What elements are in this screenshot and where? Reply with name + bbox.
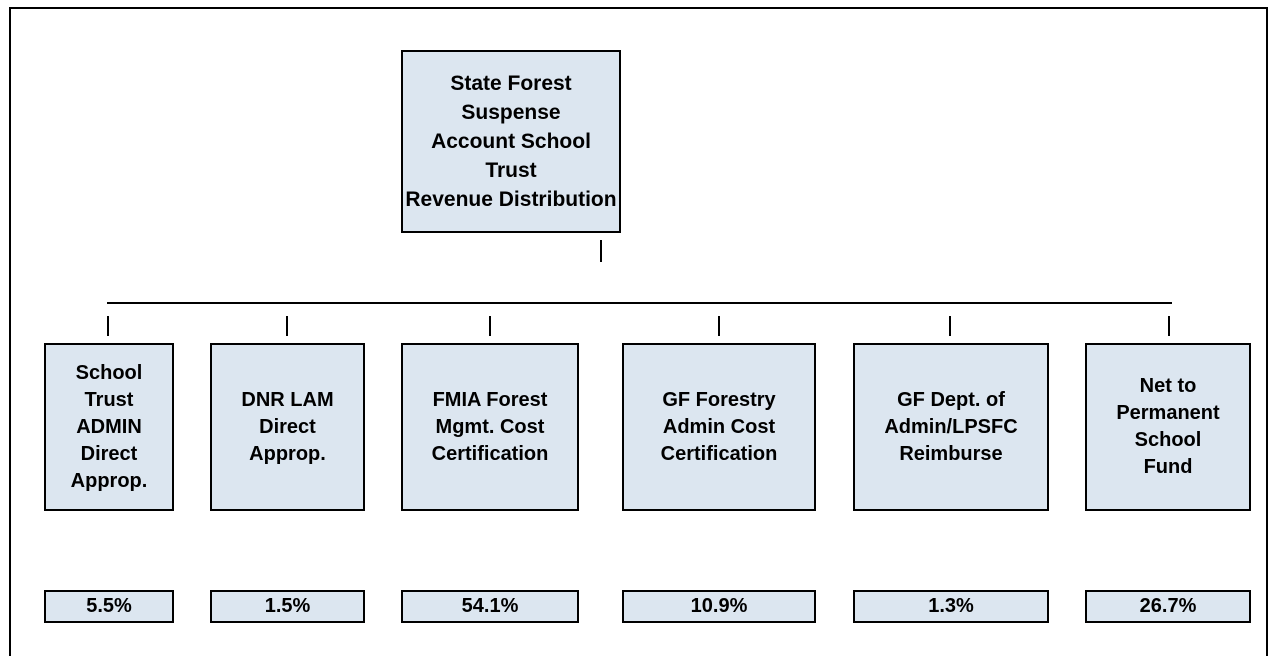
share-value: 1.5% xyxy=(264,595,311,617)
share-value: 54.1% xyxy=(461,595,519,617)
node-label: School xyxy=(75,361,143,384)
node-label: DNR LAM xyxy=(241,388,334,411)
node-label: Direct xyxy=(80,442,138,465)
root-label: Revenue Distribution xyxy=(405,188,617,211)
node: DNR LAM Direct Approp. xyxy=(210,343,365,511)
node-label: Admin Cost xyxy=(662,415,776,438)
node-label: Mgmt. Cost xyxy=(435,415,545,438)
node-label: Certification xyxy=(660,442,778,465)
share-box: 54.1% xyxy=(401,590,579,623)
node-label: Approp. xyxy=(249,442,326,465)
node: GF Dept. of Admin/LPSFC Reimburse xyxy=(853,343,1049,511)
share-box: 1.3% xyxy=(853,590,1049,623)
node: FMIA Forest Mgmt. Cost Certification xyxy=(401,343,579,511)
share-value: 1.3% xyxy=(928,595,974,617)
node-label: Admin/LPSFC xyxy=(884,415,1018,438)
node-label: GF Dept. of xyxy=(897,388,1005,411)
root-node: State Forest Suspense Account School Trus… xyxy=(401,50,621,233)
node-label: FMIA Forest xyxy=(432,388,548,411)
node-label: Certification xyxy=(431,442,549,465)
node-label: Net to xyxy=(1139,375,1197,397)
root-label: State Forest Suspense xyxy=(450,72,572,124)
share-box: 10.9% xyxy=(622,590,816,623)
node-label: School xyxy=(1134,429,1202,451)
frame xyxy=(9,7,1268,656)
share-box: 26.7% xyxy=(1085,590,1251,623)
node-label: GF Forestry xyxy=(662,388,776,411)
node-label: Direct xyxy=(259,415,316,438)
node: GF Forestry Admin Cost Certification xyxy=(622,343,816,511)
node: School Trust ADMIN Direct Approp. xyxy=(44,343,174,511)
share-box: 5.5% xyxy=(44,590,174,623)
share-box: 1.5% xyxy=(210,590,365,623)
node-label: Permanent xyxy=(1116,402,1220,424)
share-value: 26.7% xyxy=(1139,595,1197,617)
node-label: Fund xyxy=(1143,456,1193,478)
node-label: ADMIN xyxy=(76,415,142,438)
root-label: Account School Trust xyxy=(431,130,591,182)
node-label: Trust xyxy=(84,388,134,411)
share-value: 5.5% xyxy=(86,595,132,617)
node: Net to Permanent School Fund xyxy=(1085,343,1251,511)
node-label: Reimburse xyxy=(899,442,1003,465)
share-value: 10.9% xyxy=(690,595,748,617)
node-label: Approp. xyxy=(70,469,148,492)
